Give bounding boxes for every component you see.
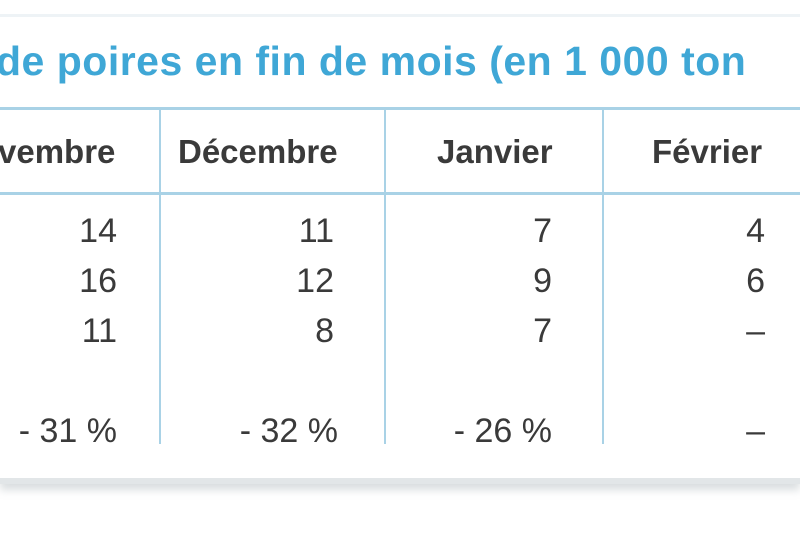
table-cell: 4 xyxy=(746,212,765,250)
top-rule xyxy=(0,14,800,17)
variation-cell: - 32 % xyxy=(239,412,338,450)
table-cell: – xyxy=(746,312,765,350)
table-cell: 11 xyxy=(298,212,334,250)
column-header-decembre: Décembre xyxy=(178,133,338,170)
variation-cell: - 26 % xyxy=(453,412,552,450)
variation-cell: – xyxy=(746,412,765,450)
table-cell: 16 xyxy=(79,262,117,300)
table-cell: 6 xyxy=(746,262,765,300)
column-header-novembre: vembre xyxy=(0,133,116,170)
table-cell: 8 xyxy=(315,312,334,350)
column-header-janvier: Janvier xyxy=(437,133,553,170)
column-divider xyxy=(159,109,161,444)
table-cell: 7 xyxy=(533,312,552,350)
variation-cell: - 31 % xyxy=(18,412,117,450)
table-cell: 11 xyxy=(81,312,117,350)
column-divider xyxy=(602,109,604,444)
column-divider xyxy=(384,109,386,444)
header-top-rule xyxy=(0,107,800,110)
table-cell: 12 xyxy=(296,262,334,300)
table-panel: de poires en fin de mois (en 1 000 ton v… xyxy=(0,14,800,484)
table-cell: 14 xyxy=(79,212,117,250)
table-title: de poires en fin de mois (en 1 000 ton xyxy=(0,38,747,84)
table-cell: 7 xyxy=(533,212,552,250)
table-cell: 9 xyxy=(533,262,552,300)
column-header-fevrier: Février xyxy=(652,133,763,170)
header-bottom-rule xyxy=(0,192,800,195)
